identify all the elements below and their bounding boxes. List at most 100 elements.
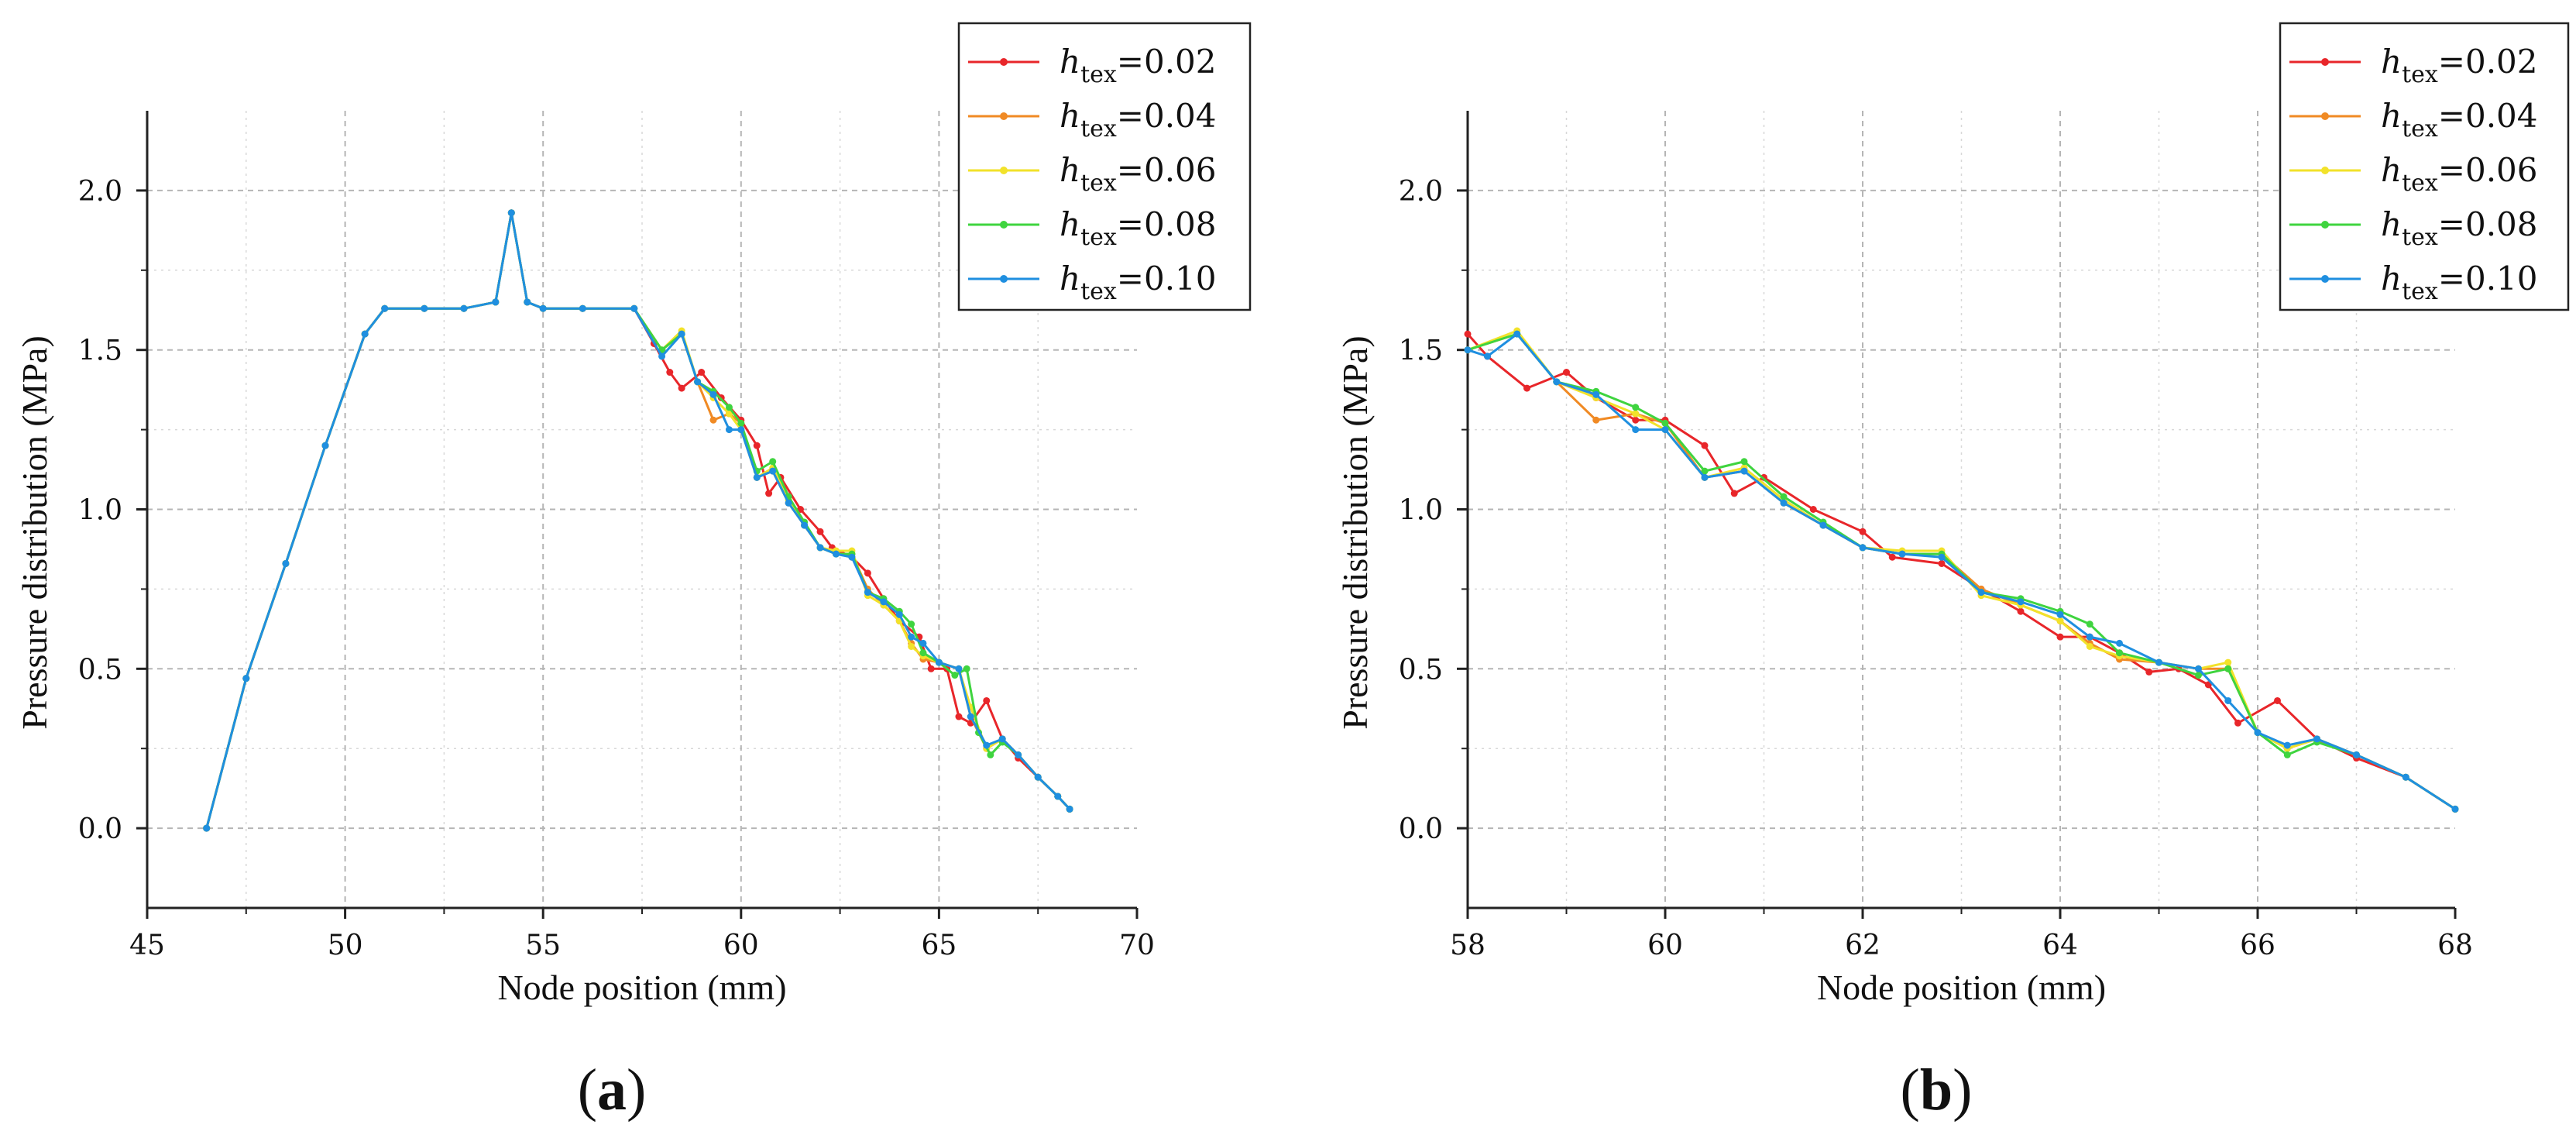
x-tick-label: 55 [525, 930, 561, 961]
data-point [1523, 384, 1530, 392]
series-group [203, 209, 1073, 832]
series-line [1466, 333, 2456, 810]
data-point [967, 713, 974, 720]
legend-marker [1000, 167, 1008, 174]
data-point [848, 553, 856, 561]
data-point [2056, 610, 2064, 618]
x-axis-label: Node position (mm) [497, 968, 786, 1007]
legend-box [2279, 22, 2570, 311]
data-point [864, 589, 871, 597]
series-line [205, 211, 1071, 829]
legend-label: htex=0.06 [1060, 151, 1217, 197]
data-point [987, 751, 994, 758]
data-point [1563, 369, 1570, 377]
x-tick-label: 45 [129, 930, 165, 961]
data-point [801, 521, 809, 529]
data-point [785, 499, 792, 507]
data-point [880, 598, 888, 606]
data-point [2155, 658, 2162, 666]
data-point [282, 559, 290, 567]
data-point [2086, 621, 2093, 628]
data-point [658, 352, 666, 360]
data-point [2017, 607, 2025, 615]
legend-label: htex=0.10 [1060, 260, 1217, 305]
data-point [1740, 467, 1748, 475]
data-point [725, 410, 733, 418]
data-point [579, 304, 586, 312]
legend-marker [2321, 221, 2329, 229]
data-point [1780, 499, 1788, 507]
data-point [2086, 642, 2093, 650]
y-tick-label: 1.0 [78, 495, 122, 527]
data-point [361, 330, 369, 338]
data-point [321, 442, 329, 449]
data-point [919, 649, 927, 657]
legend-marker [2321, 275, 2329, 283]
data-point [983, 741, 991, 749]
data-point [1632, 416, 1640, 424]
data-point [1819, 521, 1827, 529]
data-point [1592, 416, 1600, 424]
data-point [460, 304, 468, 312]
data-point [2116, 639, 2123, 647]
data-point [1464, 346, 1472, 354]
x-tick-label: 70 [1119, 930, 1155, 961]
data-point [524, 298, 531, 306]
data-point [2224, 665, 2232, 672]
legend-marker [2321, 112, 2329, 120]
data-point [832, 550, 840, 558]
x-tick-label: 68 [2437, 930, 2473, 961]
legend-box [957, 22, 1252, 311]
data-point [1888, 553, 1896, 561]
data-point [2195, 665, 2202, 672]
x-tick-label: 60 [723, 930, 759, 961]
series-line [1467, 329, 2456, 810]
series-line [205, 211, 1071, 829]
data-point [2402, 773, 2409, 781]
data-point [725, 426, 733, 434]
data-point [864, 569, 871, 577]
data-point [908, 633, 915, 641]
data-point [1553, 378, 1561, 386]
x-tick-label: 64 [2042, 930, 2078, 961]
data-point [381, 304, 389, 312]
data-point [2254, 729, 2262, 737]
data-point [1632, 410, 1640, 418]
legend-marker [1000, 221, 1008, 229]
data-point [1977, 589, 1985, 597]
chart-panel-a: 45 50 55 60 65 70 0.0 0.5 1.0 1.5 2.0 Node position… [15, 22, 1252, 1123]
data-point [951, 672, 959, 679]
legend-label: htex=0.02 [2381, 43, 2538, 88]
data-point [2086, 633, 2093, 641]
data-point [1464, 330, 1472, 338]
data-point [242, 675, 250, 683]
data-point [2283, 751, 2291, 758]
legend-marker [1000, 112, 1008, 120]
data-point [2056, 617, 2064, 625]
data-point [737, 426, 745, 434]
x-tick-label: 66 [2240, 930, 2275, 961]
data-point [1632, 426, 1640, 434]
legend-label: htex=0.08 [1060, 205, 1217, 251]
legend-label: htex=0.08 [2381, 205, 2538, 251]
y-axis-label: Pressure distribution (MPa) [1335, 335, 1375, 730]
y-axis-label: Pressure distribution (MPa) [15, 335, 54, 730]
panel-label: (a) [578, 1057, 647, 1123]
data-point [2195, 672, 2202, 679]
y-tick-label: 0.0 [1399, 813, 1443, 845]
series-line [1467, 332, 2456, 810]
legend-marker [2321, 58, 2329, 66]
data-point [507, 209, 515, 217]
data-point [2451, 805, 2459, 813]
series-line [205, 211, 1071, 829]
data-point [1809, 506, 1817, 513]
series-line [205, 211, 1071, 829]
data-point [769, 458, 777, 466]
legend-marker [1000, 275, 1008, 283]
data-point [1938, 553, 1946, 561]
data-point [998, 735, 1006, 743]
data-point [895, 610, 903, 618]
data-point [963, 665, 970, 672]
data-point [1661, 419, 1669, 427]
data-point [1938, 559, 1946, 567]
